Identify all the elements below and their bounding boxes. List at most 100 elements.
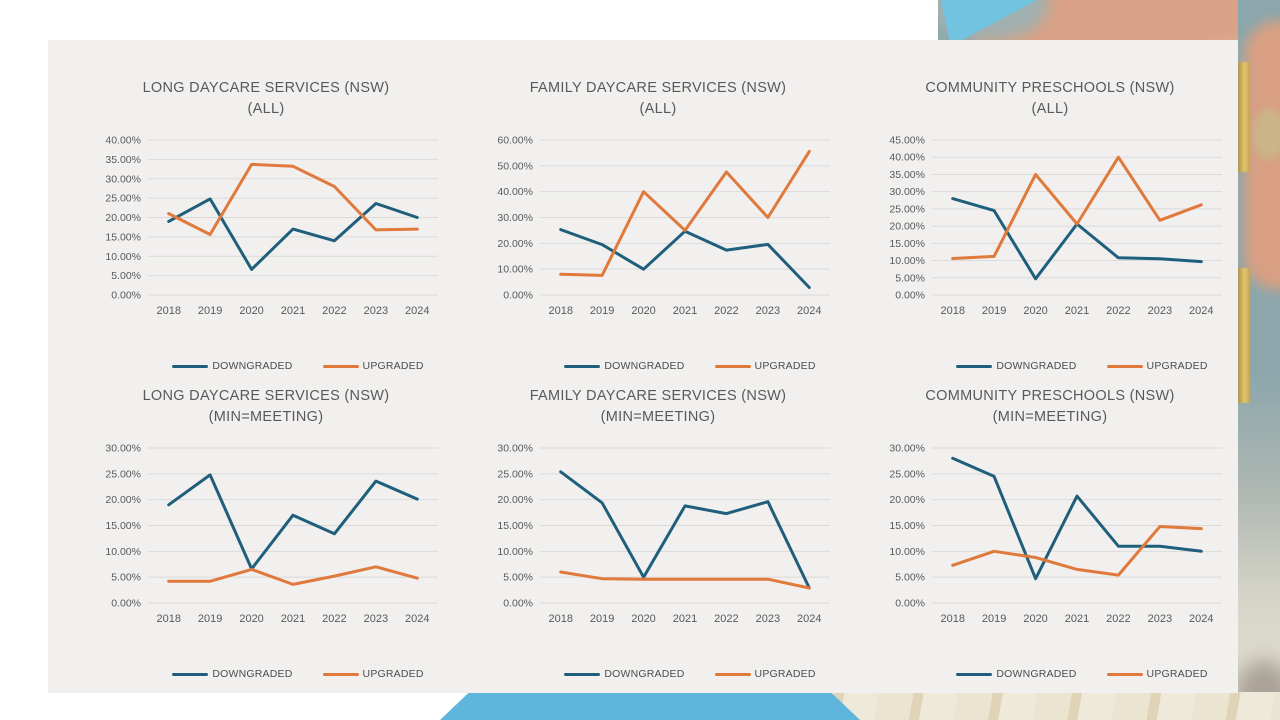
upgraded-line-icon — [322, 672, 359, 676]
y-axis-tick-label: 5.00% — [111, 572, 141, 584]
x-axis-tick-label: 2018 — [940, 613, 964, 625]
chart-title: LONG DAYCARE SERVICES (NSW) (MIN=MEETING… — [84, 386, 448, 430]
x-axis-tick-label: 2024 — [405, 305, 429, 317]
y-axis-tick-label: 5.00% — [895, 572, 925, 584]
legend-label: DOWNGRADED — [604, 360, 685, 372]
x-axis-tick-label: 2019 — [982, 613, 1006, 625]
chart-plot-svg: 30.00% 25.00% 20.00% 15.00% 10.00% 5.00% 0.00%… — [889, 443, 1222, 625]
legend-item-downgraded: DOWNGRADED — [956, 668, 1076, 680]
legend-label: UPGRADED — [754, 360, 816, 372]
chart-title-line1: LONG DAYCARE SERVICES (NSW) — [142, 80, 390, 96]
upgraded-line-icon — [1106, 364, 1143, 368]
y-axis-tick-label: 20.00% — [497, 238, 533, 250]
legend-label: UPGRADED — [754, 668, 816, 680]
x-axis-tick-label: 2018 — [548, 305, 572, 317]
y-axis-tick-label: 30.00% — [497, 443, 533, 455]
chart-long-daycare-all: LONG DAYCARE SERVICES (NSW) (ALL) 40.00%… — [56, 76, 448, 384]
y-axis-tick-label: 20.00% — [105, 494, 141, 506]
series-line-upgraded — [559, 149, 811, 277]
series-line-upgraded — [559, 570, 811, 590]
chart-long-daycare-min-meeting: LONG DAYCARE SERVICES (NSW) (MIN=MEETING… — [56, 384, 448, 692]
downgraded-line-icon — [564, 672, 601, 676]
legend-item-upgraded: UPGRADED — [322, 360, 424, 372]
y-axis-tick-label: 35.00% — [105, 154, 141, 166]
y-axis-tick-label: 25.00% — [105, 193, 141, 205]
legend-item-downgraded: DOWNGRADED — [172, 360, 292, 372]
chart-legend: DOWNGRADED UPGRADED — [540, 360, 840, 372]
legend-label: DOWNGRADED — [996, 668, 1077, 680]
y-axis-tick-label: 10.00% — [497, 546, 533, 558]
y-axis-tick-label: 10.00% — [889, 255, 925, 267]
chart-title-line2: (ALL) — [247, 101, 285, 118]
y-axis-tick-label: 0.00% — [111, 290, 141, 302]
series-line-upgraded — [951, 155, 1203, 260]
decor-blue-trapezoid — [440, 692, 860, 720]
legend-label: UPGRADED — [362, 360, 424, 372]
x-axis-tick-label: 2022 — [322, 305, 346, 317]
y-axis-tick-label: 35.00% — [889, 169, 925, 181]
chart-title-line1: COMMUNITY PRESCHOOLS (NSW) — [925, 388, 1175, 404]
x-axis-tick-label: 2021 — [673, 613, 697, 625]
legend-label: DOWNGRADED — [212, 360, 293, 372]
downgraded-line-icon — [564, 364, 601, 368]
wood-texture-shape — [800, 692, 1280, 720]
x-axis-tick-label: 2024 — [1189, 305, 1213, 317]
y-axis-tick-label: 15.00% — [889, 238, 925, 250]
fingernail-shape — [1252, 108, 1280, 160]
chart-plot-svg: 45.00% 40.00% 35.00% 30.00% 25.00% 20.00% 15.0… — [889, 135, 1222, 317]
chart-title-line1: COMMUNITY PRESCHOOLS (NSW) — [925, 80, 1175, 96]
chart-legend: DOWNGRADED UPGRADED — [540, 668, 840, 680]
y-axis-tick-label: 10.00% — [497, 264, 533, 276]
x-axis-tick-label: 2020 — [1023, 305, 1047, 317]
chart-legend: DOWNGRADED UPGRADED — [148, 668, 448, 680]
y-axis-tick-label: 25.00% — [889, 468, 925, 480]
y-axis-tick-label: 15.00% — [497, 520, 533, 532]
x-axis-tick-label: 2020 — [631, 613, 655, 625]
x-axis-tick-label: 2021 — [281, 613, 305, 625]
legend-item-upgraded: UPGRADED — [1106, 668, 1208, 680]
chart-legend: DOWNGRADED UPGRADED — [932, 360, 1232, 372]
x-axis-tick-label: 2022 — [714, 613, 738, 625]
y-axis-tick-label: 45.00% — [889, 135, 925, 147]
legend-item-downgraded: DOWNGRADED — [564, 360, 684, 372]
downgraded-line-icon — [172, 364, 209, 368]
x-axis-tick-label: 2018 — [156, 613, 180, 625]
upgraded-line-icon — [714, 672, 751, 676]
y-axis-tick-label: 25.00% — [105, 468, 141, 480]
y-axis-tick-label: 10.00% — [105, 546, 141, 558]
chart-family-daycare-all: FAMILY DAYCARE SERVICES (NSW) (ALL) 60.0… — [448, 76, 840, 384]
y-axis-tick-label: 0.00% — [895, 290, 925, 302]
chart-family-daycare-min-meeting: FAMILY DAYCARE SERVICES (NSW) (MIN=MEETI… — [448, 384, 840, 692]
y-axis-tick-label: 0.00% — [503, 290, 533, 302]
chart-title-line1: FAMILY DAYCARE SERVICES (NSW) — [529, 80, 787, 96]
series-line-downgraded — [559, 228, 811, 289]
chart-title: LONG DAYCARE SERVICES (NSW) (ALL) — [84, 78, 448, 122]
x-axis-tick-label: 2019 — [590, 613, 614, 625]
x-axis-tick-label: 2020 — [239, 305, 263, 317]
y-axis-tick-label: 30.00% — [497, 212, 533, 224]
y-axis-tick-label: 20.00% — [497, 494, 533, 506]
legend-label: DOWNGRADED — [212, 668, 293, 680]
x-axis-tick-label: 2023 — [364, 305, 388, 317]
x-axis-tick-label: 2021 — [281, 305, 305, 317]
y-axis-tick-label: 15.00% — [105, 520, 141, 532]
chart-title: COMMUNITY PRESCHOOLS (NSW) (ALL) — [868, 78, 1232, 122]
gold-edge-strip — [1238, 268, 1250, 403]
legend-item-upgraded: UPGRADED — [714, 360, 816, 372]
x-axis-tick-label: 2024 — [797, 613, 821, 625]
x-axis-tick-label: 2019 — [198, 305, 222, 317]
series-line-upgraded — [167, 162, 419, 236]
y-axis-tick-label: 15.00% — [889, 520, 925, 532]
y-axis-tick-label: 30.00% — [105, 443, 141, 455]
x-axis-tick-label: 2021 — [673, 305, 697, 317]
gold-edge-strip — [1238, 62, 1250, 172]
x-axis-tick-label: 2019 — [590, 305, 614, 317]
series-line-downgraded — [167, 197, 419, 271]
chart-plot-svg: 60.00% 50.00% 40.00% 30.00% 20.00% 10.00% 0.00… — [497, 135, 830, 317]
chart-community-preschools-min-meeting: COMMUNITY PRESCHOOLS (NSW) (MIN=MEETING)… — [840, 384, 1232, 692]
x-axis-tick-label: 2020 — [239, 613, 263, 625]
chart-title: COMMUNITY PRESCHOOLS (NSW) (MIN=MEETING) — [868, 386, 1232, 430]
legend-item-downgraded: DOWNGRADED — [172, 668, 292, 680]
x-axis-tick-label: 2024 — [405, 613, 429, 625]
